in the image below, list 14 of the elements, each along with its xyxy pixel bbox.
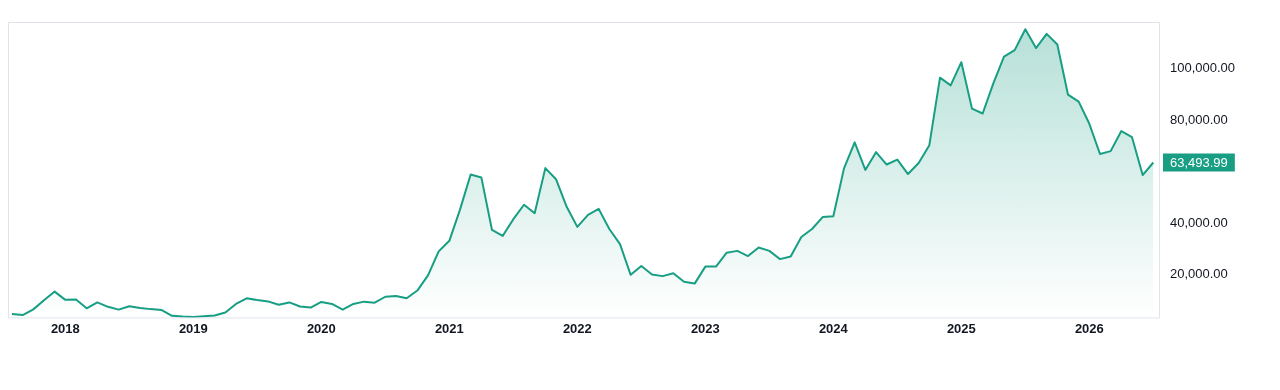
x-tick-label: 2024: [818, 320, 849, 336]
y-tick-label: 100,000.00: [1170, 59, 1236, 75]
x-tick-label: 2020: [306, 320, 336, 336]
y-tick-label: 20,000.00: [1170, 266, 1228, 282]
y-tick-label: 80,000.00: [1170, 111, 1228, 127]
x-tick-label: 2026: [1074, 320, 1104, 336]
x-tick-label: 2018: [50, 320, 80, 336]
x-tick-label: 2025: [946, 320, 976, 336]
x-tick-label: 2023: [690, 320, 720, 336]
annotation: 63,493.99: [1170, 155, 1228, 171]
y-tick-label: 40,000.00: [1170, 214, 1228, 230]
x-tick-label: 2021: [434, 320, 464, 336]
x-tick-label: 2019: [178, 320, 208, 336]
x-tick-label: 2022: [562, 320, 592, 336]
